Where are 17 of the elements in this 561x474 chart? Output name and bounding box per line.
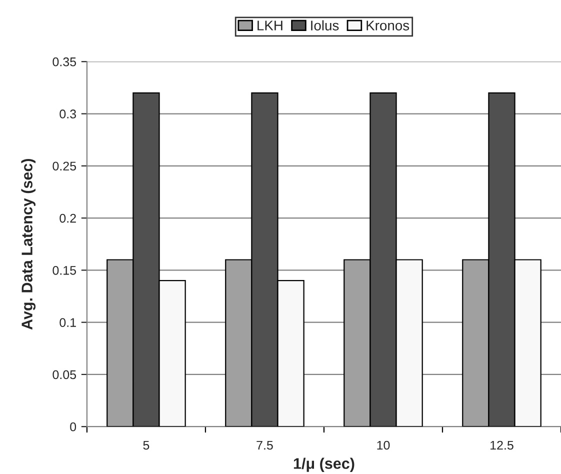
legend-label: Iolus: [311, 20, 339, 30]
x-tick-label: 5: [143, 440, 150, 450]
x-axis-title: 1/μ (sec): [294, 458, 354, 472]
y-tick-label: 0: [70, 422, 76, 432]
legend-label: LKH: [258, 20, 282, 30]
legend-label: Kronos: [366, 20, 410, 30]
x-tick-label: 12.5: [490, 440, 514, 450]
y-tick-label: 0.2: [60, 214, 76, 223]
y-tick-label: 0.3: [60, 110, 76, 118]
y-tick-label: 0.05: [52, 370, 76, 380]
y-axis-title: Avg. Data Latency (sec): [21, 158, 36, 330]
y-tick-label: 0.1: [60, 318, 76, 327]
y-tick-label: 0.25: [52, 162, 76, 171]
y-tick-label: 0.35: [52, 57, 76, 66]
x-tick-label: 7.5: [256, 440, 273, 450]
x-tick-label: 10: [377, 440, 390, 450]
y-tick-label: 0.15: [52, 266, 76, 275]
